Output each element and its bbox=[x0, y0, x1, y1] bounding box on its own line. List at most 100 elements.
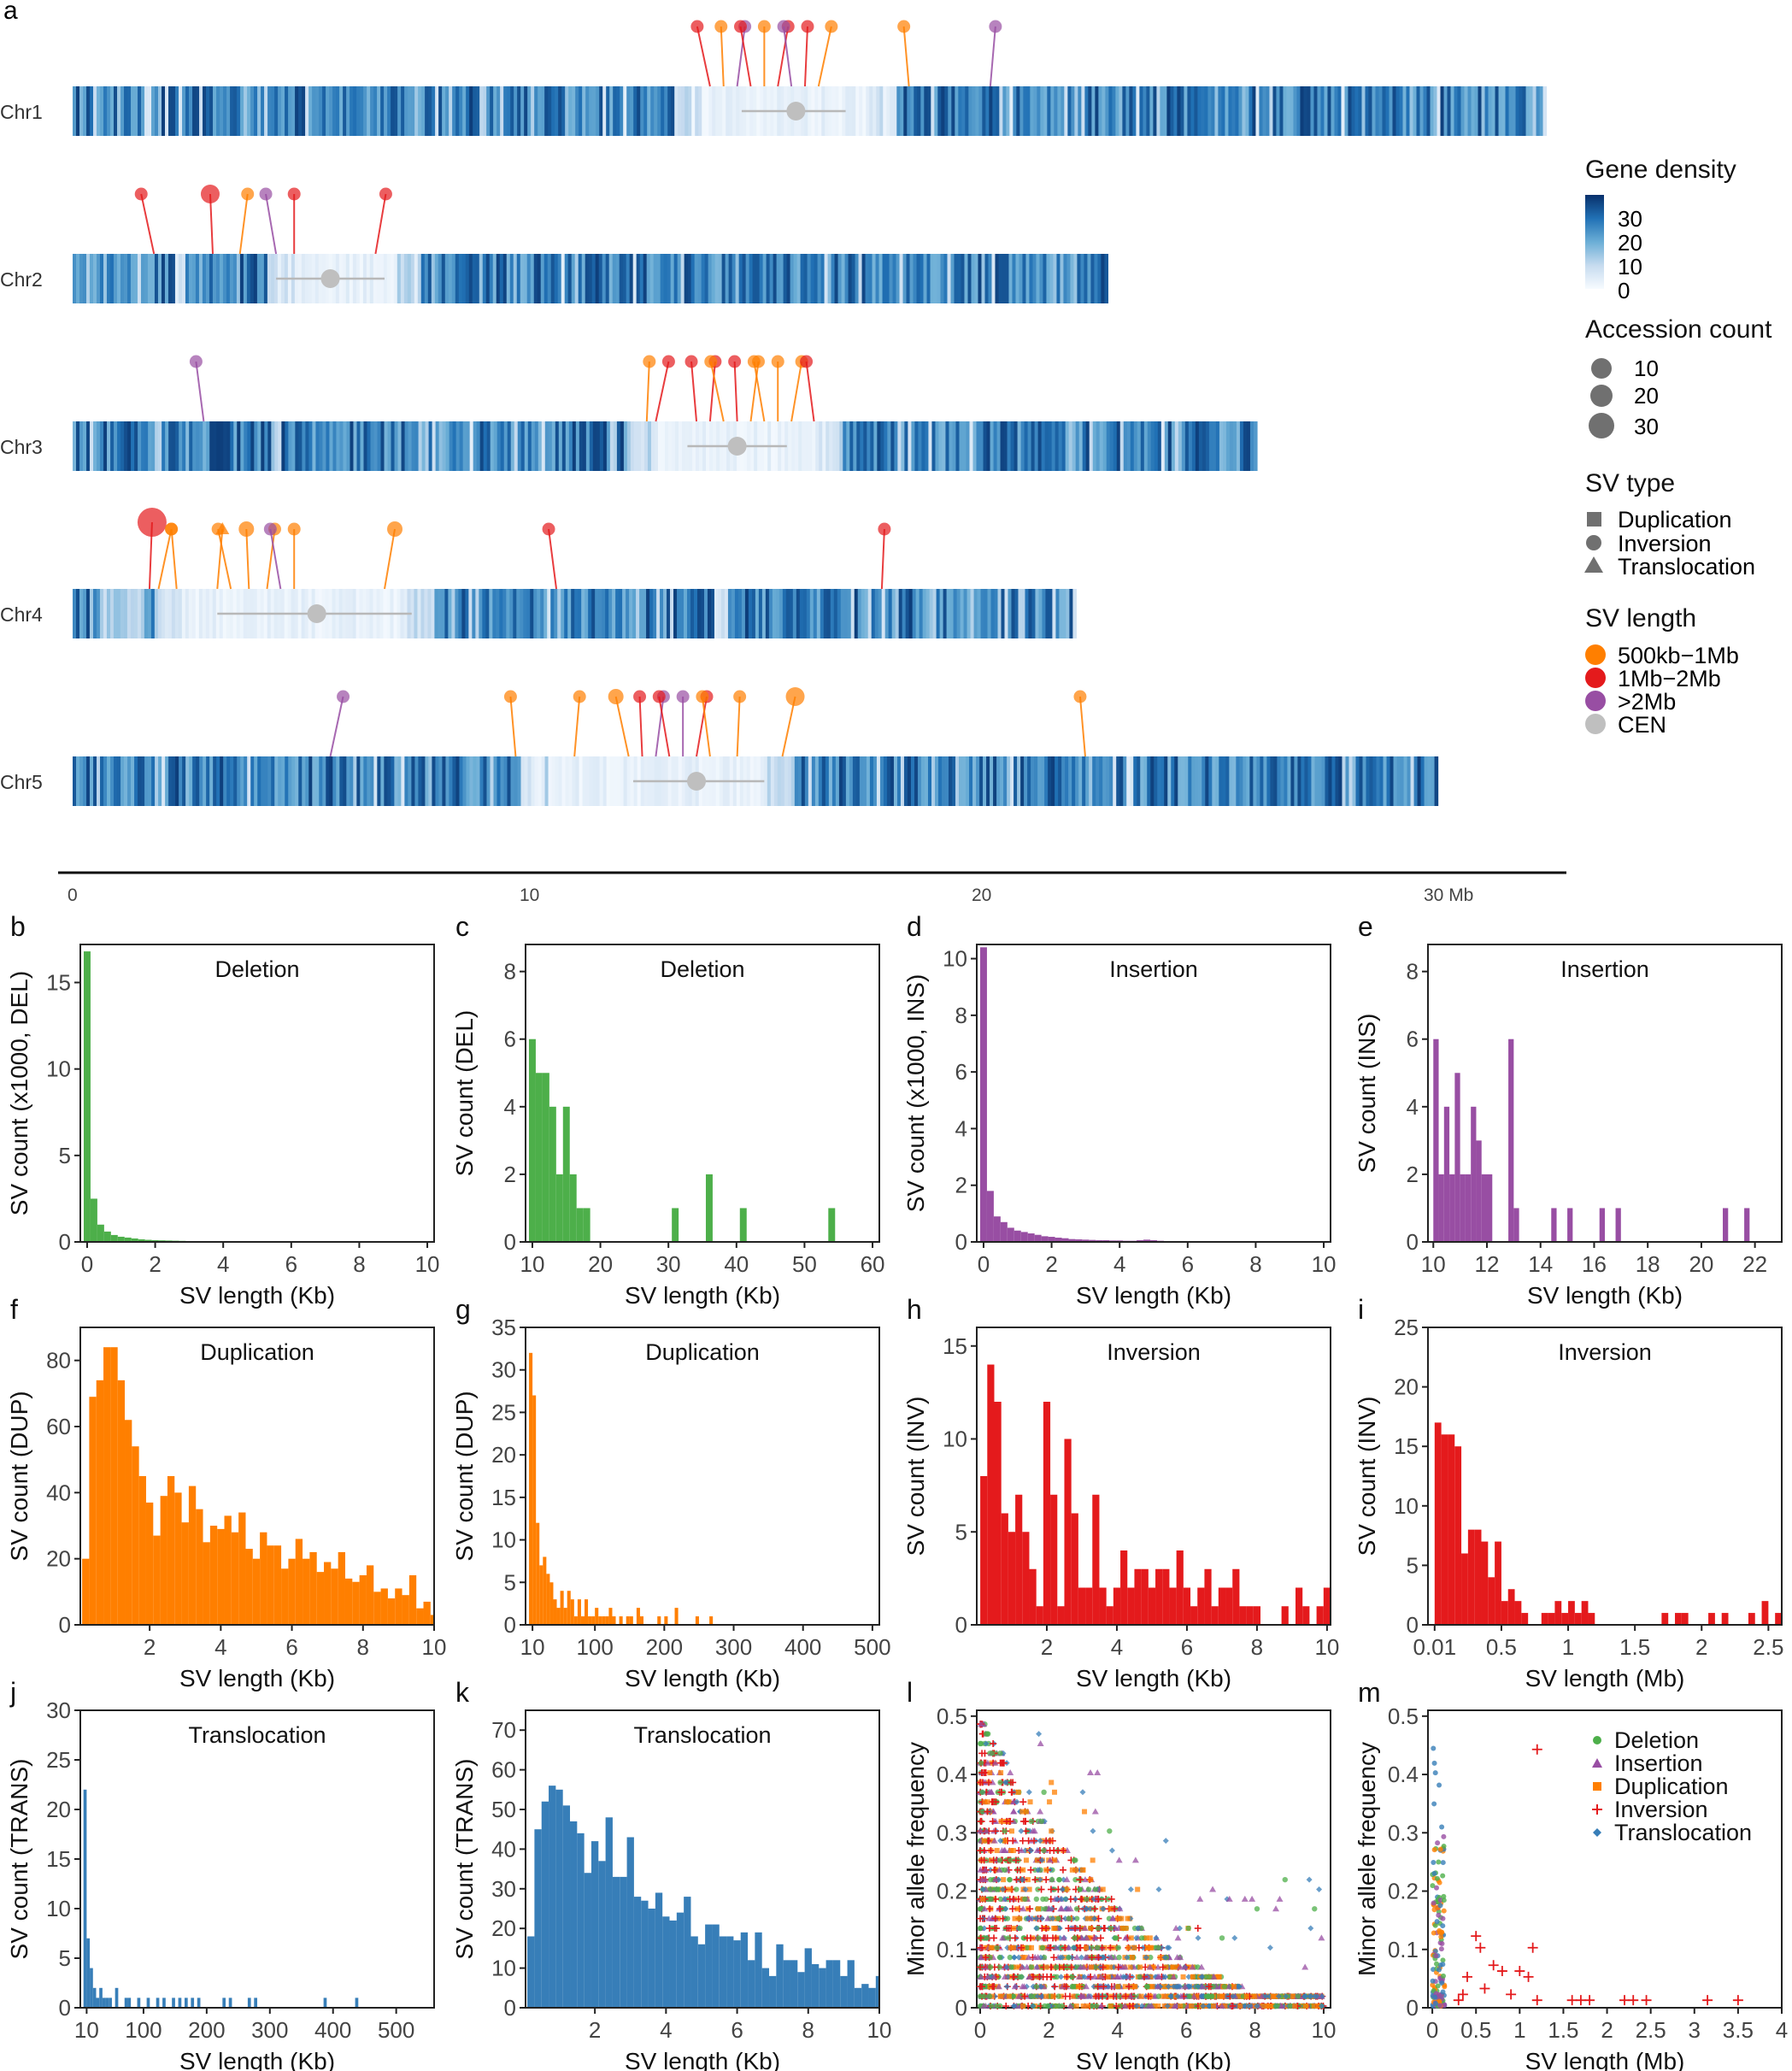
density-strip bbox=[744, 589, 749, 638]
histogram-bar bbox=[167, 1476, 175, 1624]
density-strip bbox=[485, 589, 490, 638]
scatter-point-insertion bbox=[1196, 1895, 1204, 1902]
density-strip bbox=[274, 756, 279, 806]
density-strip bbox=[989, 86, 993, 136]
density-strip bbox=[806, 589, 811, 638]
scatter-point-duplication bbox=[1088, 1926, 1094, 1932]
density-strip bbox=[1147, 756, 1151, 806]
density-strip bbox=[1023, 86, 1027, 136]
density-strip bbox=[1010, 421, 1015, 471]
density-strip bbox=[155, 756, 159, 806]
density-strip bbox=[1212, 421, 1217, 471]
y-axis-label: SV count (INV) bbox=[1354, 1397, 1380, 1556]
density-strip bbox=[732, 86, 737, 136]
density-strip bbox=[370, 756, 374, 806]
scatter-point-translocation bbox=[981, 1925, 988, 1932]
density-strip bbox=[606, 421, 611, 471]
density-strip bbox=[199, 756, 203, 806]
scatter-point-translocation bbox=[1000, 1886, 1007, 1893]
density-strip bbox=[608, 589, 613, 638]
x-tick-label: 4 bbox=[660, 2017, 672, 2043]
histogram-bar bbox=[224, 1515, 232, 1624]
scatter-point-translocation bbox=[1022, 1886, 1029, 1893]
density-strip bbox=[962, 756, 967, 806]
histogram-bar bbox=[556, 1608, 561, 1624]
density-strip bbox=[127, 86, 132, 136]
density-strip bbox=[418, 421, 423, 471]
histogram-bar bbox=[825, 1960, 833, 2007]
density-strip bbox=[83, 86, 87, 136]
density-strip bbox=[185, 86, 190, 136]
y-tick-label: 25 bbox=[46, 1747, 71, 1773]
density-strip bbox=[476, 756, 481, 806]
scatter-point-deletion bbox=[1069, 1974, 1075, 1980]
density-strip bbox=[1109, 756, 1113, 806]
density-strip bbox=[1239, 421, 1244, 471]
panel-label: e bbox=[1358, 911, 1373, 942]
density-strip bbox=[646, 589, 650, 638]
density-strip bbox=[164, 589, 169, 638]
scatter-point-duplication bbox=[1216, 1974, 1222, 1980]
density-strip bbox=[1207, 86, 1213, 136]
density-strip bbox=[886, 756, 891, 806]
density-strip bbox=[952, 421, 957, 471]
density-strip bbox=[86, 86, 91, 136]
density-strip bbox=[466, 756, 471, 806]
scatter-point-insertion bbox=[1059, 1983, 1066, 1990]
scatter-point-insertion bbox=[1122, 1934, 1130, 1941]
density-strip bbox=[428, 756, 433, 806]
density-strip bbox=[767, 756, 772, 806]
density-strip bbox=[857, 589, 862, 638]
scatter-point-deletion bbox=[1041, 1954, 1048, 1961]
density-strip bbox=[843, 589, 849, 638]
panel-label: d bbox=[907, 911, 922, 942]
scatter-point-deletion bbox=[997, 1896, 1003, 1903]
density-strip bbox=[158, 86, 162, 136]
density-strip bbox=[869, 756, 874, 806]
density-strip bbox=[1474, 86, 1479, 136]
scatter-point-insertion bbox=[990, 1973, 998, 1980]
density-strip bbox=[551, 86, 555, 136]
histogram-bar bbox=[191, 1997, 195, 2007]
density-strip bbox=[1178, 756, 1182, 806]
density-strip bbox=[920, 254, 925, 303]
scatter-point-deletion bbox=[1138, 1935, 1145, 1941]
density-strip bbox=[1004, 589, 1009, 638]
density-strip bbox=[567, 589, 572, 638]
density-strip bbox=[606, 756, 611, 806]
density-strip bbox=[656, 589, 661, 638]
centromere-dot bbox=[307, 604, 326, 623]
density-strip bbox=[996, 756, 1001, 806]
density-strip bbox=[1174, 421, 1179, 471]
density-strip bbox=[979, 756, 984, 806]
density-strip bbox=[100, 86, 104, 136]
histogram-bar bbox=[1488, 1577, 1495, 1624]
density-strip bbox=[523, 589, 527, 638]
density-strip bbox=[1270, 756, 1274, 806]
scatter-point-translocation bbox=[1078, 1954, 1085, 1961]
y-tick-label: 0 bbox=[955, 1995, 967, 2021]
density-strip bbox=[507, 756, 512, 806]
scatter-point-deletion bbox=[1085, 1886, 1092, 1892]
density-strip bbox=[490, 86, 494, 136]
density-strip bbox=[801, 756, 806, 806]
density-strip bbox=[862, 86, 867, 136]
density-strip bbox=[937, 254, 942, 303]
density-strip bbox=[814, 254, 819, 303]
density-strip bbox=[250, 86, 255, 136]
density-strip bbox=[718, 254, 723, 303]
scatter-point-insertion bbox=[1033, 1963, 1041, 1970]
density-strip bbox=[768, 589, 773, 638]
density-strip bbox=[992, 86, 996, 136]
density-strip bbox=[226, 421, 231, 471]
histogram-bar bbox=[1055, 1238, 1062, 1241]
scatter-point-insertion bbox=[1225, 1895, 1233, 1902]
scatter-point-insertion bbox=[1091, 1973, 1099, 1980]
density-strip bbox=[895, 589, 900, 638]
density-strip bbox=[1525, 86, 1531, 136]
density-strip bbox=[1320, 86, 1325, 136]
density-strip bbox=[1222, 421, 1227, 471]
density-strip bbox=[869, 86, 873, 136]
x-tick-label: 10 bbox=[1312, 1251, 1337, 1277]
density-strip bbox=[79, 589, 84, 638]
